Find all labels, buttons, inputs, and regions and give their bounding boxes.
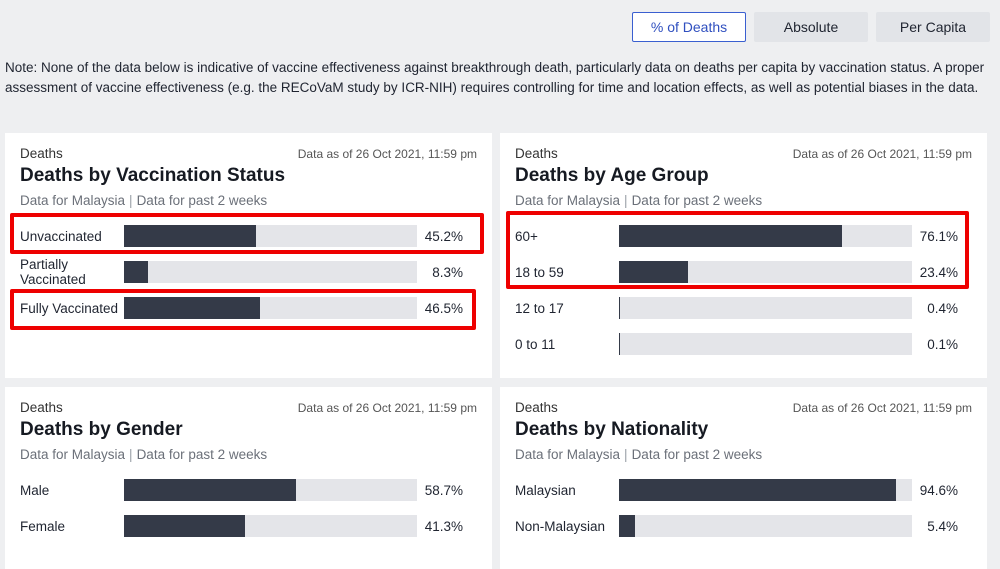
data-as-of: Data as of 26 Oct 2021, 11:59 pm [792,401,972,415]
card-subtitle: Data for Malaysia | Data for past 2 weeks [20,193,477,208]
bar-list: Unvaccinated 45.2% Partially Vaccinated … [20,218,477,326]
bar-row-0-to-11: 0 to 11 0.1% [515,326,972,362]
tab-percent-of-deaths[interactable]: % of Deaths [632,12,746,42]
card-vaccination-status: Deaths Data as of 26 Oct 2021, 11:59 pm … [5,133,492,378]
bar-row-non-malaysian: Non-Malaysian 5.4% [515,508,972,544]
subtitle-period: Data for past 2 weeks [136,193,268,208]
bar-value: 0.4% [927,300,958,316]
card-nationality: Deaths Data as of 26 Oct 2021, 11:59 pm … [500,387,987,569]
subtitle-separator: | [624,193,628,208]
bar-fill [619,333,621,355]
bar-row-12-to-17: 12 to 17 0.4% [515,290,972,326]
bar-label: 0 to 11 [515,336,556,352]
card-category: Deaths [515,400,558,415]
bar-track [124,515,417,537]
bar-track [124,479,417,501]
tab-per-capita[interactable]: Per Capita [876,12,990,42]
card-category: Deaths [515,146,558,161]
subtitle-separator: | [624,447,628,462]
subtitle-period: Data for past 2 weeks [136,447,268,462]
bar-value: 46.5% [424,300,463,316]
bar-track [124,297,417,319]
bar-track [124,261,417,283]
bar-fill [124,225,257,247]
card-subtitle: Data for Malaysia | Data for past 2 weeks [20,447,477,462]
card-category: Deaths [20,400,63,415]
card-title: Deaths by Vaccination Status [20,165,286,186]
bar-track [619,297,912,319]
bar-fill [124,515,245,537]
subtitle-region: Data for Malaysia [515,447,621,462]
bar-value: 5.4% [927,518,958,534]
metric-toggle: % of Deaths Absolute Per Capita [632,12,990,42]
bar-label: Unvaccinated [20,228,102,244]
bar-fill [124,479,296,501]
bar-label: Female [20,518,66,534]
bar-label: Non-Malaysian [515,518,606,534]
bar-value: 41.3% [424,518,463,534]
bar-fill [619,297,621,319]
card-title: Deaths by Gender [20,419,183,440]
bar-value: 45.2% [424,228,463,244]
bar-value: 0.1% [927,336,958,352]
bar-fill [619,261,688,283]
bar-value: 23.4% [919,264,958,280]
subtitle-region: Data for Malaysia [515,193,621,208]
bar-track [619,515,912,537]
bar-fill [124,261,149,283]
subtitle-region: Data for Malaysia [20,447,126,462]
bar-fill [619,479,897,501]
bar-row-unvaccinated: Unvaccinated 45.2% [20,218,477,254]
bar-list: Male 58.7% Female 41.3% [20,472,477,544]
bar-value: 94.6% [919,482,958,498]
subtitle-region: Data for Malaysia [20,193,126,208]
bar-value: 76.1% [919,228,958,244]
subtitle-separator: | [129,447,133,462]
bar-row-female: Female 41.3% [20,508,477,544]
card-subtitle: Data for Malaysia | Data for past 2 weeks [515,447,972,462]
subtitle-period: Data for past 2 weeks [631,447,763,462]
bar-row-male: Male 58.7% [20,472,477,508]
card-gender: Deaths Data as of 26 Oct 2021, 11:59 pm … [5,387,492,569]
tab-absolute[interactable]: Absolute [754,12,868,42]
bar-row-60-plus: 60+ 76.1% [515,218,972,254]
bar-row-fully-vaccinated: Fully Vaccinated 46.5% [20,290,477,326]
bar-track [124,225,417,247]
bar-track [619,479,912,501]
bar-track [619,333,912,355]
bar-label: 12 to 17 [515,300,564,316]
bar-label: Partially Vaccinated [20,257,86,287]
bar-label: 60+ [515,228,538,244]
bar-label: 18 to 59 [515,264,564,280]
data-as-of: Data as of 26 Oct 2021, 11:59 pm [297,147,477,161]
bar-list: 60+ 76.1% 18 to 59 23.4% 12 to 17 0.4% 0… [515,218,972,362]
bar-label: Malaysian [515,482,576,498]
subtitle-separator: | [129,193,133,208]
card-title: Deaths by Nationality [515,419,709,440]
bar-label: Fully Vaccinated [20,300,119,316]
bar-fill [619,225,842,247]
card-age-group: Deaths Data as of 26 Oct 2021, 11:59 pm … [500,133,987,378]
bar-track [619,225,912,247]
subtitle-period: Data for past 2 weeks [631,193,763,208]
bar-list: Malaysian 94.6% Non-Malaysian 5.4% [515,472,972,544]
bar-value: 8.3% [432,264,463,280]
card-subtitle: Data for Malaysia | Data for past 2 weeks [515,193,972,208]
bar-row-malaysian: Malaysian 94.6% [515,472,972,508]
card-title: Deaths by Age Group [515,165,709,186]
bar-fill [619,515,635,537]
bar-value: 58.7% [424,482,463,498]
bar-row-18-to-59: 18 to 59 23.4% [515,254,972,290]
data-as-of: Data as of 26 Oct 2021, 11:59 pm [792,147,972,161]
disclaimer-note: Note: None of the data below is indicati… [5,60,985,95]
bar-track [619,261,912,283]
data-as-of: Data as of 26 Oct 2021, 11:59 pm [297,401,477,415]
bar-label: Male [20,482,50,498]
bar-row-partially-vaccinated: Partially Vaccinated 8.3% [20,254,477,290]
card-category: Deaths [20,146,63,161]
bar-fill [124,297,261,319]
